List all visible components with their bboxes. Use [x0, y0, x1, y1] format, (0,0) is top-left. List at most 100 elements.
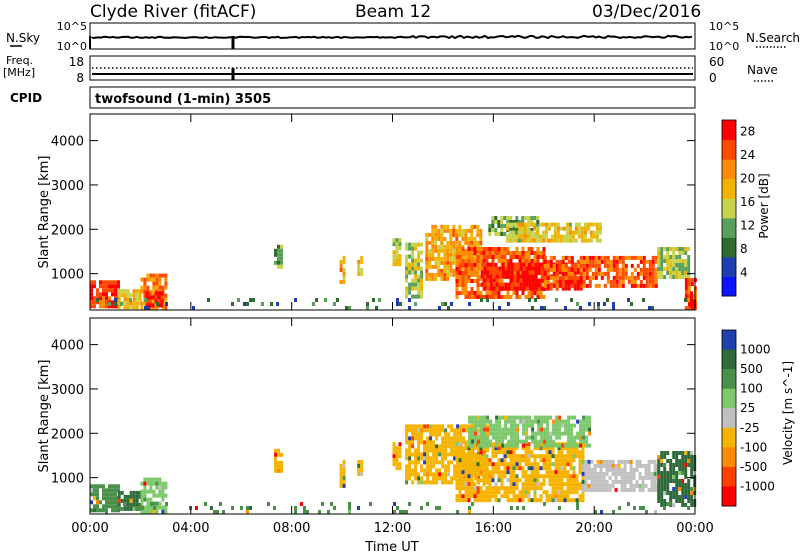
- range-cell: [111, 500, 114, 505]
- range-cell: [660, 503, 664, 507]
- range-cell: [476, 283, 480, 287]
- range-cell: [612, 510, 615, 514]
- range-cell: [510, 506, 513, 510]
- range-cell: [470, 232, 474, 237]
- range-cell: [476, 255, 480, 259]
- range-cell: [126, 506, 130, 511]
- range-cell: [425, 248, 429, 253]
- range-cell: [654, 259, 658, 264]
- range-cell: [518, 454, 522, 459]
- range-cell: [567, 259, 571, 264]
- range-cell: [99, 280, 102, 285]
- range-cell: [540, 431, 544, 436]
- range-cell: [491, 478, 495, 483]
- range-cell: [280, 452, 283, 457]
- range-cell: [138, 494, 142, 499]
- range-cell: [450, 302, 453, 306]
- range-cell: [432, 464, 436, 469]
- range-cell: [606, 259, 610, 264]
- range-cell: [536, 224, 540, 228]
- range-cell: [684, 503, 688, 507]
- range-cell: [657, 483, 661, 487]
- range-cell: [657, 459, 661, 463]
- range-cell: [395, 462, 399, 467]
- range-cell: [429, 464, 433, 469]
- range-cell: [444, 480, 448, 485]
- range-cell: [126, 297, 130, 302]
- range-cell: [393, 510, 396, 514]
- range-cell: [117, 506, 120, 510]
- range-cell: [441, 480, 445, 485]
- range-cell: [663, 479, 667, 483]
- range-cell: [486, 274, 490, 279]
- range-cell: [590, 459, 594, 464]
- range-cell: [542, 251, 546, 255]
- range-cell: [675, 479, 679, 483]
- range-cell: [586, 238, 590, 243]
- range-cell: [561, 255, 565, 260]
- range-cell: [516, 439, 520, 444]
- range-cell: [149, 481, 153, 486]
- range-cell: [606, 275, 610, 280]
- range-cell: [440, 268, 444, 273]
- range-cell: [617, 459, 621, 464]
- range-cell: [684, 247, 688, 251]
- range-cell: [360, 459, 364, 464]
- range-cell: [512, 462, 516, 467]
- range-cell: [540, 262, 544, 267]
- range-cell: [621, 263, 625, 268]
- range-cell: [510, 262, 514, 267]
- range-cell: [549, 435, 553, 440]
- power-colorbar-swatch: [722, 217, 736, 238]
- range-cell: [432, 456, 436, 461]
- range-cell: [666, 491, 670, 495]
- range-cell: [524, 474, 528, 479]
- range-cell: [563, 494, 567, 499]
- range-cell: [512, 251, 516, 255]
- range-cell: [669, 475, 673, 479]
- range-cell: [500, 224, 504, 228]
- range-cell: [567, 423, 571, 428]
- range-cell: [455, 247, 459, 251]
- range-cell: [405, 510, 408, 514]
- range-cell: [408, 440, 412, 445]
- range-cell: [398, 446, 402, 451]
- range-cell: [114, 302, 117, 306]
- range-cell: [516, 443, 520, 448]
- range-cell: [521, 446, 525, 451]
- range-cell: [274, 448, 277, 453]
- range-cell: [614, 471, 618, 476]
- range-cell: [561, 259, 565, 264]
- range-cell: [154, 295, 158, 300]
- range-cell: [540, 423, 544, 428]
- range-cell: [423, 424, 427, 429]
- range-cell: [405, 278, 409, 283]
- range-cell: [614, 463, 618, 468]
- range-cell: [545, 498, 549, 503]
- range-cell: [503, 450, 507, 455]
- range-cell: [630, 283, 634, 288]
- range-cell: [449, 228, 453, 233]
- range-cell: [408, 464, 412, 469]
- range-cell: [464, 458, 468, 463]
- range-cell: [473, 279, 477, 283]
- range-cell: [650, 459, 654, 464]
- range-cell: [468, 439, 472, 444]
- range-cell: [132, 297, 136, 302]
- range-cell: [132, 289, 136, 294]
- range-cell: [535, 234, 539, 239]
- range-cell: [479, 446, 483, 451]
- range-cell: [455, 482, 459, 487]
- range-cell: [458, 490, 462, 495]
- range-cell: [582, 423, 586, 428]
- range-cell: [660, 255, 664, 259]
- range-cell: [650, 479, 654, 484]
- range-cell: [467, 259, 471, 263]
- range-cell: [530, 295, 534, 299]
- range-cell: [423, 444, 427, 449]
- range-cell: [452, 228, 456, 233]
- cpid-panel: CPID twofsound (1-min) 3505: [10, 86, 696, 109]
- range-cell: [450, 436, 454, 441]
- range-cell: [102, 488, 105, 493]
- range-cell: [572, 498, 576, 503]
